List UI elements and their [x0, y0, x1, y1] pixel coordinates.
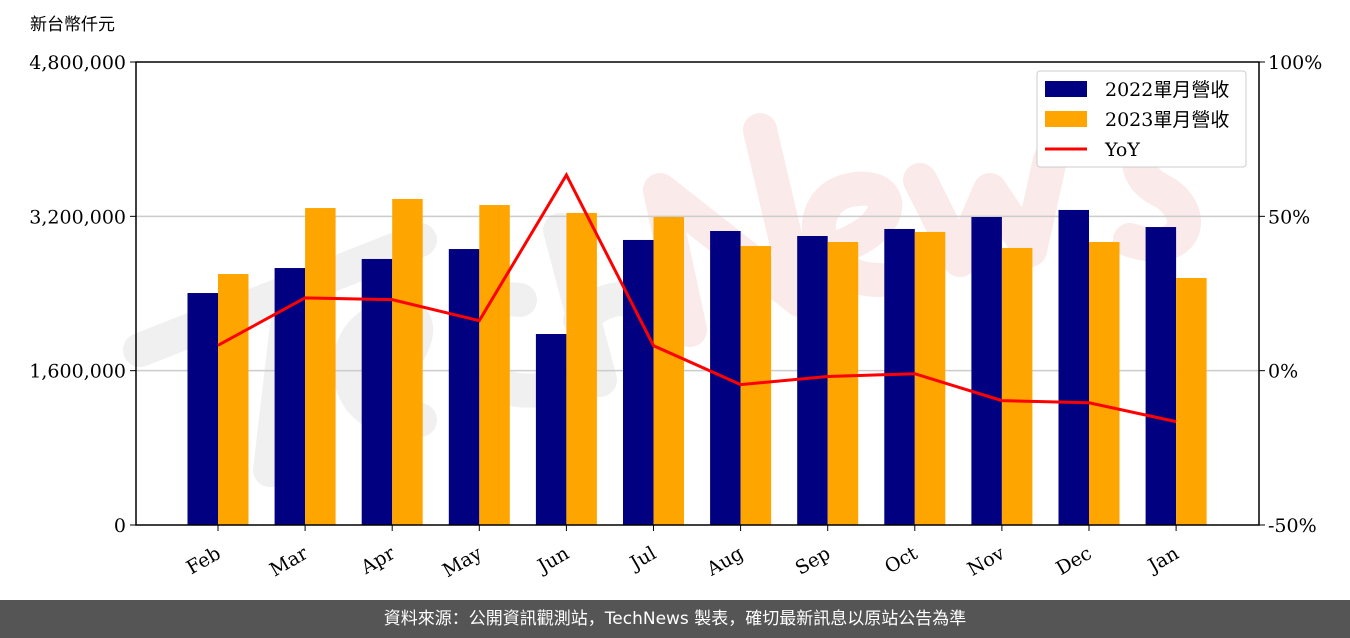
x-tick-label: May [439, 542, 486, 582]
bar-2023 [827, 241, 859, 525]
x-tick-label: Mar [266, 542, 312, 581]
x-tick-label: Jan [1143, 542, 1183, 578]
x-tick-label: Jul [625, 542, 660, 575]
revenue-chart: 0 1,600,000 3,200,000 4,800,000 -50% 0% 50% 100… [29, 52, 1322, 582]
bar-2022 [1058, 209, 1089, 525]
x-tick-label: Oct [881, 542, 922, 578]
bar-2023 [218, 274, 249, 525]
y-tick-label: 3,200,000 [29, 206, 126, 228]
bar-2022 [535, 334, 567, 525]
legend-swatch [1045, 111, 1087, 127]
y2-tick-label: 50% [1268, 206, 1310, 228]
bar-2023 [566, 212, 597, 526]
x-tick-label: Apr [357, 542, 400, 579]
yoy-line [217, 171, 1177, 424]
source-footer: 資料來源：公開資訊觀測站，TechNews 製表，確切最新訊息以原站公告為準 [0, 600, 1350, 638]
x-tick-label: Aug [702, 542, 747, 581]
legend: 2022單月營收 2023單月營收 YoY [1036, 70, 1247, 168]
bar-2022 [187, 293, 218, 525]
bar-2023 [1001, 247, 1033, 525]
y-tick-label: 1,600,000 [29, 361, 126, 383]
legend-box [1036, 70, 1247, 168]
y-tick-label: 0 [114, 515, 126, 537]
bar-2023 [1089, 241, 1120, 525]
bar-2022 [884, 228, 915, 526]
x-tick-label: Nov [964, 542, 1009, 581]
bar-2022 [797, 236, 828, 525]
bar-2022 [361, 258, 393, 525]
bar-2022 [623, 239, 654, 525]
bar-2023 [305, 208, 336, 526]
legend-label: YoY [1104, 139, 1140, 161]
x-tick-label: Sep [792, 542, 835, 579]
y2-tick-label: -50% [1268, 515, 1317, 537]
x-tick-label: Jun [532, 542, 573, 578]
legend-swatch [1045, 81, 1087, 97]
y-tick-label: 4,800,000 [29, 52, 126, 74]
bar-2023 [479, 205, 510, 525]
bar-2023 [392, 198, 423, 526]
y2-tick-label: 0% [1268, 361, 1298, 383]
bar-2022 [448, 249, 480, 525]
bar-2022 [1145, 227, 1177, 525]
bar-2023 [1176, 277, 1207, 525]
legend-label: 2022單月營收 [1105, 79, 1229, 101]
bar-2023 [653, 217, 684, 525]
y-axis-unit-label: 新台幣仟元 [30, 15, 115, 35]
x-tick-label: Feb [183, 542, 225, 579]
bar-2022 [971, 217, 1002, 525]
legend-label: 2023單月營收 [1105, 109, 1229, 131]
y2-tick-label: 100% [1268, 52, 1322, 74]
plot-frame [135, 61, 1260, 526]
x-tick-label: Dec [1052, 542, 1095, 580]
